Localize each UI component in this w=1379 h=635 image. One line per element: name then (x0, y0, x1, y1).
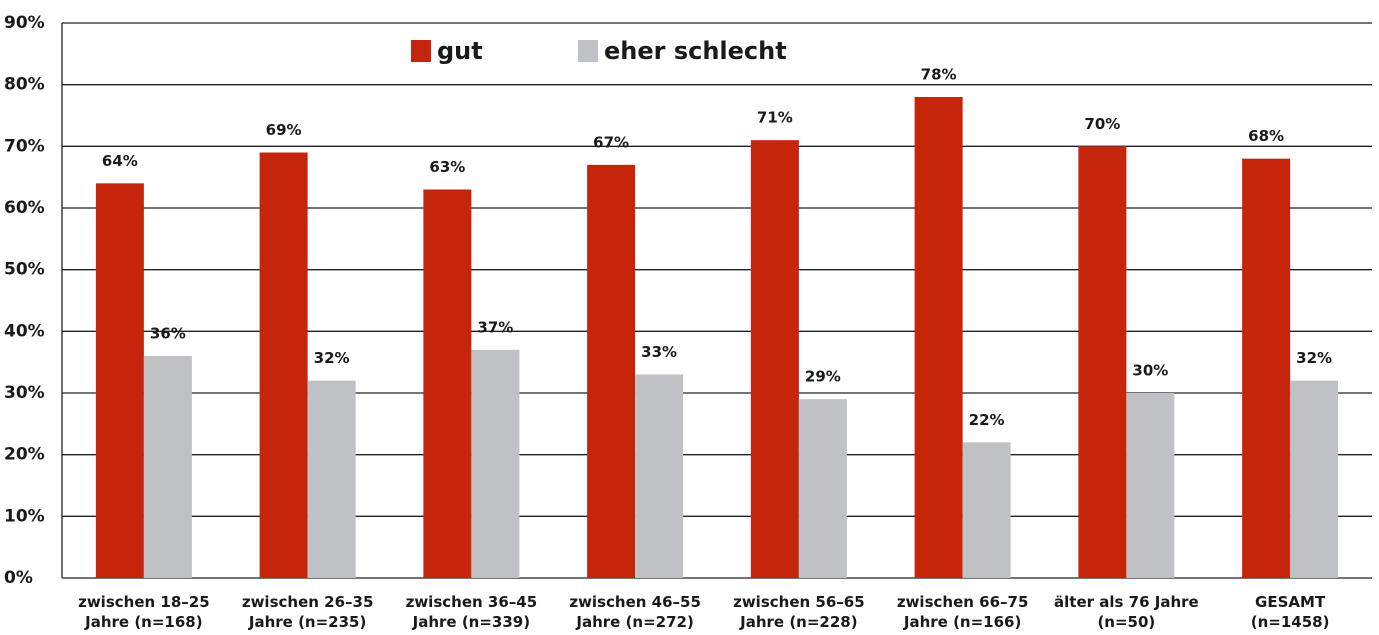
data-label: 36% (150, 325, 186, 343)
legend-swatch (578, 40, 598, 62)
data-label: 67% (593, 133, 629, 151)
data-label: 69% (266, 121, 302, 139)
y-tick-label: 60% (4, 198, 45, 218)
bar (1290, 380, 1339, 578)
y-tick-label: 30% (4, 383, 45, 403)
x-tick-label: zwischen 56–65 Jahre (n=228) (733, 593, 865, 631)
x-tick-label: zwischen 46–55 Jahre (n=272) (569, 593, 701, 631)
data-label: 32% (1296, 349, 1332, 367)
bar (471, 349, 520, 578)
data-label: 71% (757, 109, 793, 127)
y-tick-label: 10% (4, 506, 45, 526)
bar (914, 97, 963, 578)
bar (962, 442, 1011, 578)
x-tick-label: älter als 76 Jahre (n=50) (1054, 593, 1199, 631)
x-tick-label: zwischen 18–25 Jahre (n=168) (78, 593, 210, 631)
bar (750, 140, 799, 578)
x-tick-label: zwischen 26–35 Jahre (n=235) (241, 593, 374, 631)
data-label: 33% (641, 343, 677, 361)
bar (423, 189, 472, 578)
data-label: 30% (1132, 362, 1168, 380)
y-tick-label: 20% (4, 445, 45, 465)
x-tick-label: zwischen 36–45 Jahre (n=339) (405, 593, 538, 631)
bar (1078, 146, 1127, 579)
bar (95, 183, 144, 579)
bar (1242, 158, 1291, 578)
bar (587, 164, 636, 579)
data-label: 32% (314, 349, 350, 367)
y-tick-label: 50% (4, 260, 45, 280)
legend-swatch (411, 40, 431, 62)
y-tick-label: 40% (4, 321, 45, 341)
data-label: 70% (1084, 115, 1120, 133)
x-tick-label: zwischen 66–75 Jahre (n=166) (896, 593, 1029, 631)
x-tick-label: GESAMT (n=1458) (1250, 593, 1330, 631)
legend-label: gut (437, 37, 483, 65)
data-label: 22% (969, 411, 1005, 429)
bar (635, 374, 684, 578)
y-tick-label: 70% (4, 136, 45, 156)
data-label: 78% (921, 66, 957, 84)
bar (798, 399, 847, 578)
legend-label: eher schlecht (604, 37, 787, 65)
bar (307, 380, 356, 578)
y-tick-label: 80% (4, 75, 45, 95)
data-label: 64% (102, 152, 138, 170)
bar (143, 356, 192, 578)
bar (1126, 393, 1175, 578)
data-label: 63% (429, 158, 465, 176)
data-label: 29% (805, 368, 841, 386)
bar (259, 152, 308, 578)
data-label: 68% (1248, 127, 1284, 145)
y-tick-label: 0% (4, 568, 33, 588)
y-tick-label: 90% (4, 13, 45, 33)
data-label: 37% (477, 318, 513, 336)
